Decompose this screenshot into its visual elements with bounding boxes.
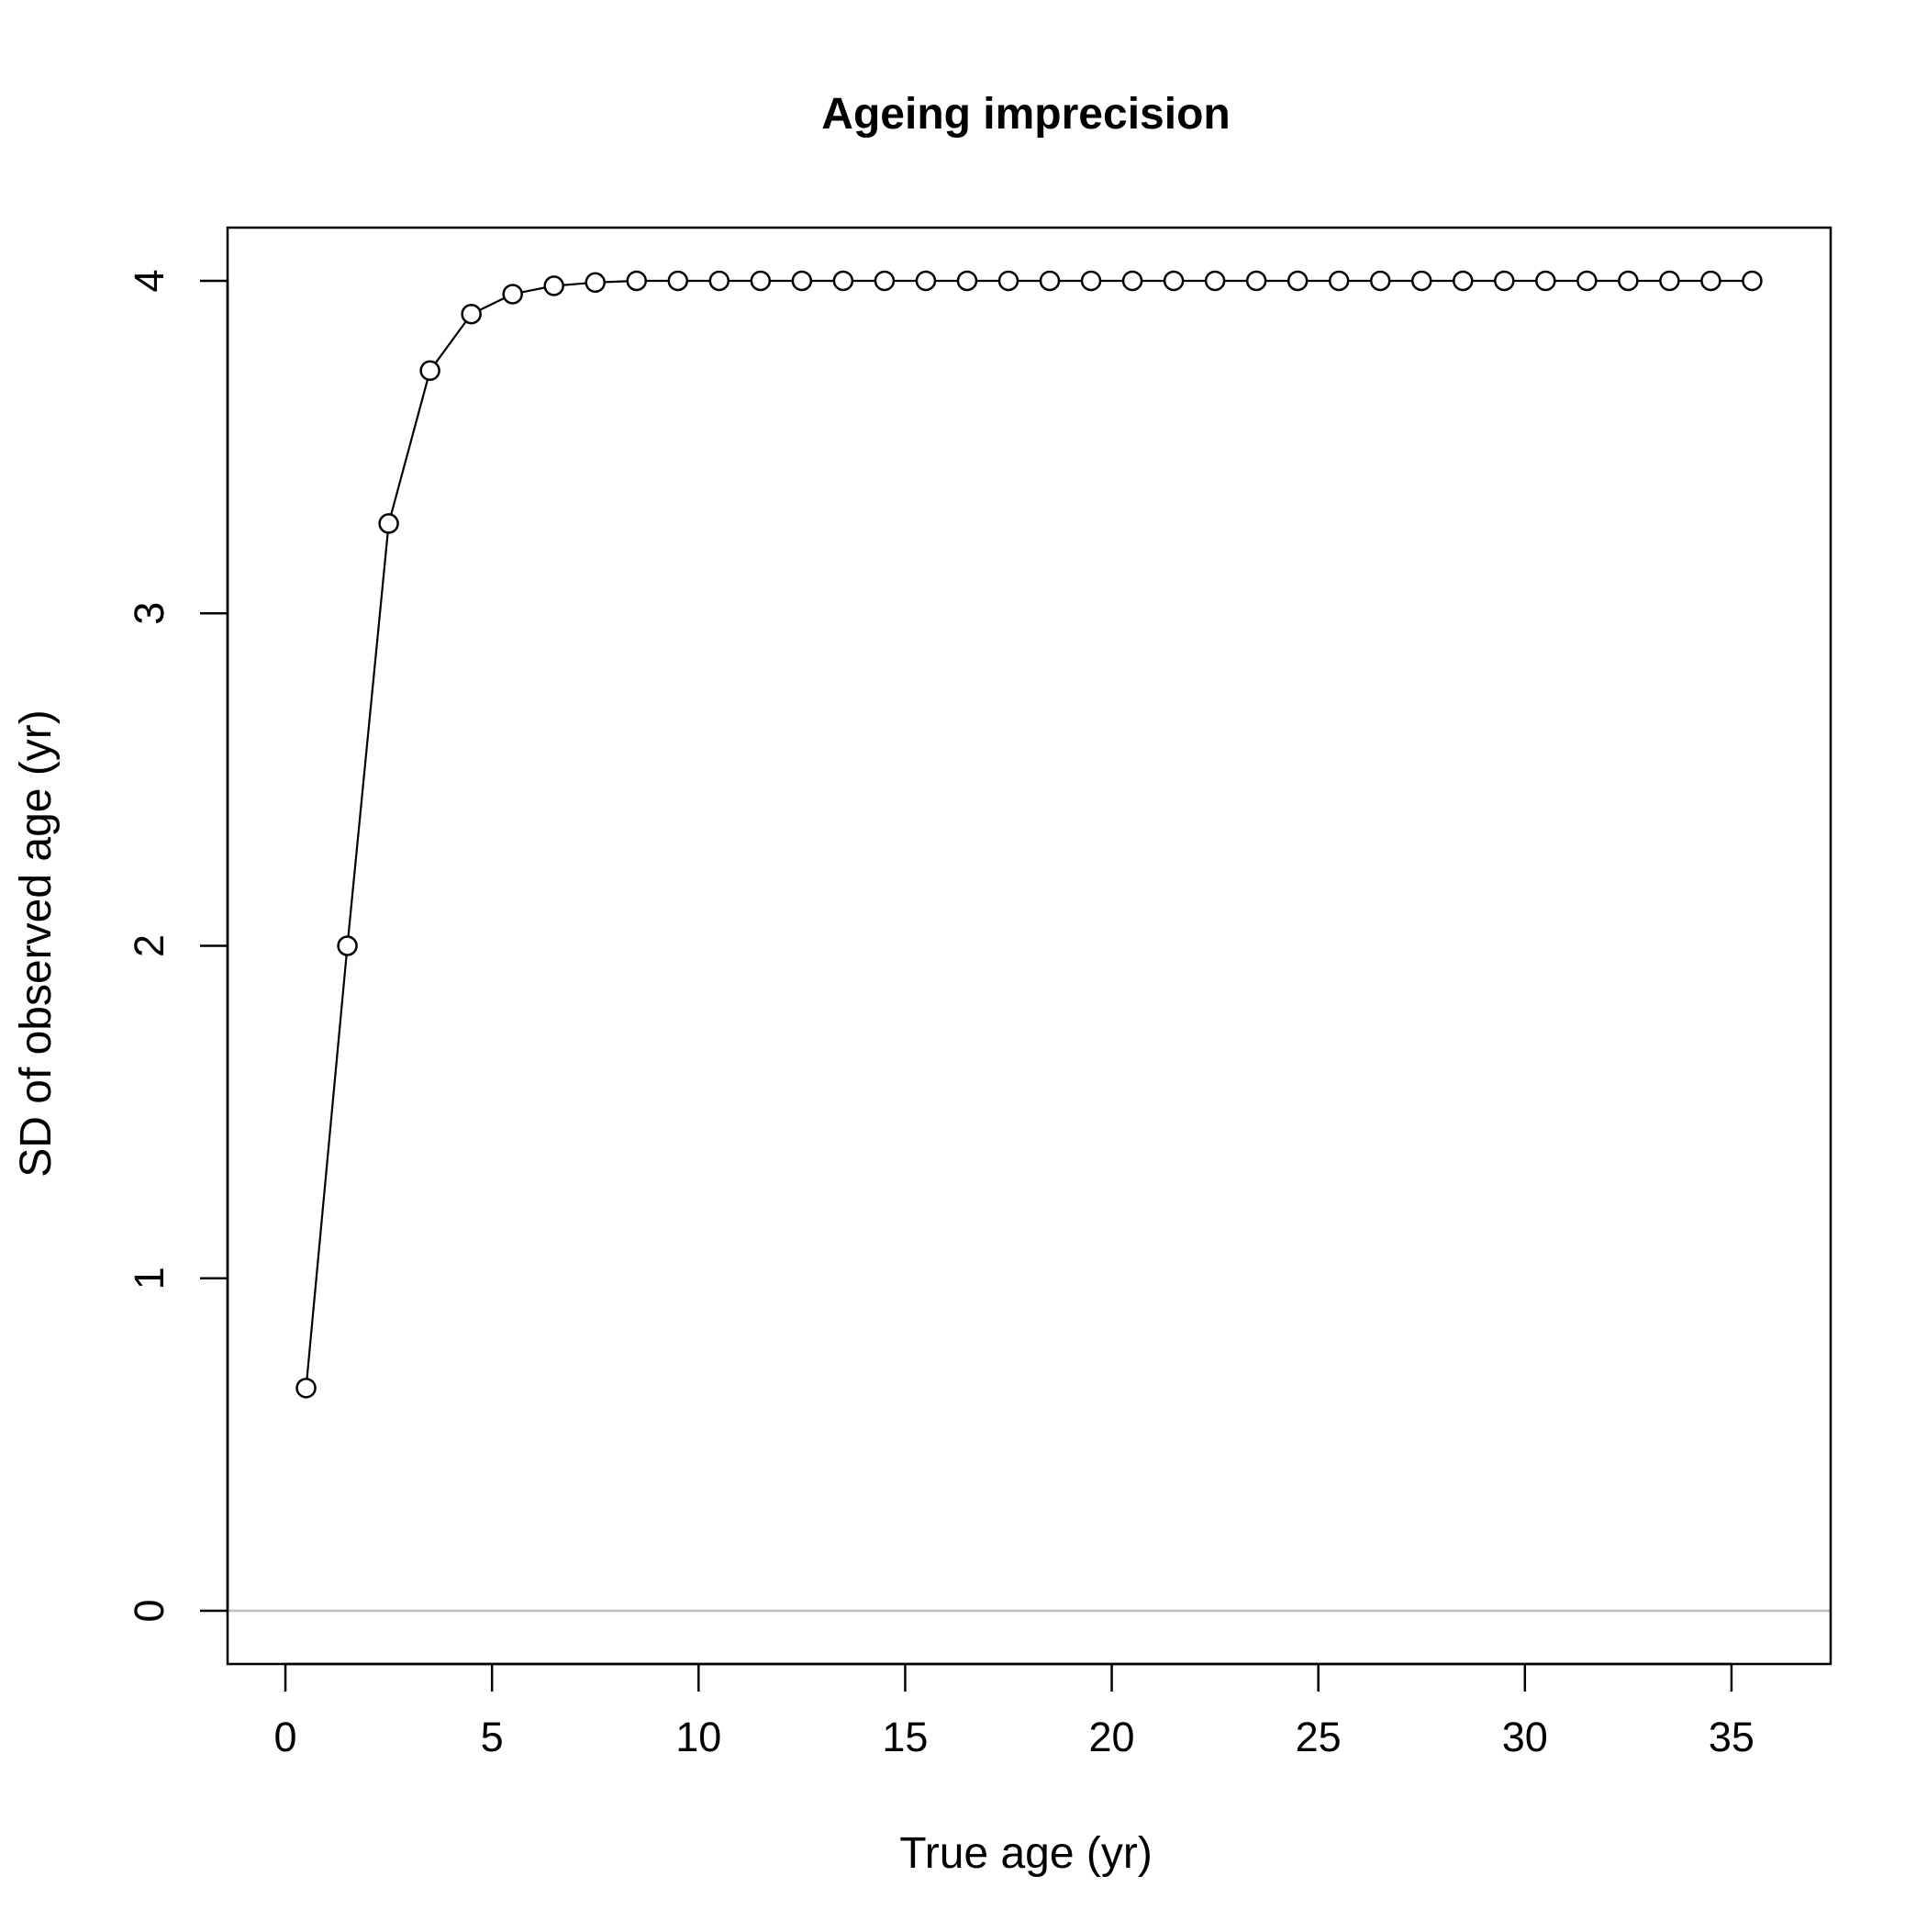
- chart-title: Ageing imprecision: [821, 90, 1230, 139]
- x-tick-label: 25: [1296, 1714, 1342, 1760]
- data-point: [1576, 270, 1598, 292]
- data-point: [1328, 270, 1350, 292]
- y-tick-label: 3: [126, 602, 173, 625]
- data-point: [1742, 270, 1763, 292]
- x-tick-label: 20: [1089, 1714, 1135, 1760]
- data-point: [791, 270, 813, 292]
- data-point: [1121, 270, 1143, 292]
- data-point: [295, 1378, 317, 1399]
- data-point: [502, 284, 523, 305]
- data-point: [543, 275, 564, 296]
- y-tick-label: 0: [126, 1600, 173, 1623]
- data-point: [874, 270, 896, 292]
- data-point: [956, 270, 978, 292]
- data-point: [1080, 270, 1102, 292]
- data-point: [1039, 270, 1061, 292]
- series-line-segment: [563, 282, 586, 286]
- data-point: [997, 270, 1019, 292]
- data-point: [1494, 270, 1515, 292]
- series-line-segment: [390, 379, 429, 516]
- y-tick-label: 1: [126, 1267, 173, 1290]
- data-point: [378, 513, 399, 534]
- series-line-segment: [306, 955, 348, 1379]
- data-point: [915, 270, 937, 292]
- x-axis-label: True age (yr): [899, 1829, 1153, 1878]
- data-point: [832, 270, 854, 292]
- data-point: [419, 360, 440, 382]
- data-point: [750, 270, 772, 292]
- data-point: [1535, 270, 1556, 292]
- y-tick-label: 4: [126, 269, 173, 292]
- x-tick-label: 5: [481, 1714, 504, 1760]
- series-line-segment: [521, 286, 546, 294]
- series-line-segment: [479, 296, 506, 311]
- x-tick-label: 0: [274, 1714, 297, 1760]
- series-line-segment: [434, 320, 467, 364]
- plot-area: 0 5 10 15 20 25 30 35 0 1 2 3 4: [126, 226, 1832, 1760]
- data-point: [1369, 270, 1391, 292]
- data-point: [1618, 270, 1639, 292]
- data-point: [1410, 270, 1432, 292]
- data-point: [1204, 270, 1226, 292]
- data-point: [708, 270, 730, 292]
- data-point: [626, 270, 648, 292]
- x-tick-label: 10: [675, 1714, 721, 1760]
- data-point: [1659, 270, 1680, 292]
- data-point: [585, 272, 606, 294]
- series-line-segment: [347, 532, 389, 937]
- data-point: [1163, 270, 1185, 292]
- data-point: [1245, 270, 1267, 292]
- x-tick-label: 35: [1709, 1714, 1754, 1760]
- data-point: [1453, 270, 1474, 292]
- y-tick-label: 2: [126, 934, 173, 957]
- data-point: [667, 270, 689, 292]
- x-tick-label: 15: [882, 1714, 928, 1760]
- y-axis-label: SD of observed age (yr): [12, 709, 61, 1178]
- data-point: [1700, 270, 1721, 292]
- data-point: [1287, 270, 1309, 292]
- x-tick-label: 30: [1502, 1714, 1548, 1760]
- series-line-segment: [604, 280, 628, 284]
- data-point: [461, 303, 482, 325]
- data-point: [337, 935, 358, 956]
